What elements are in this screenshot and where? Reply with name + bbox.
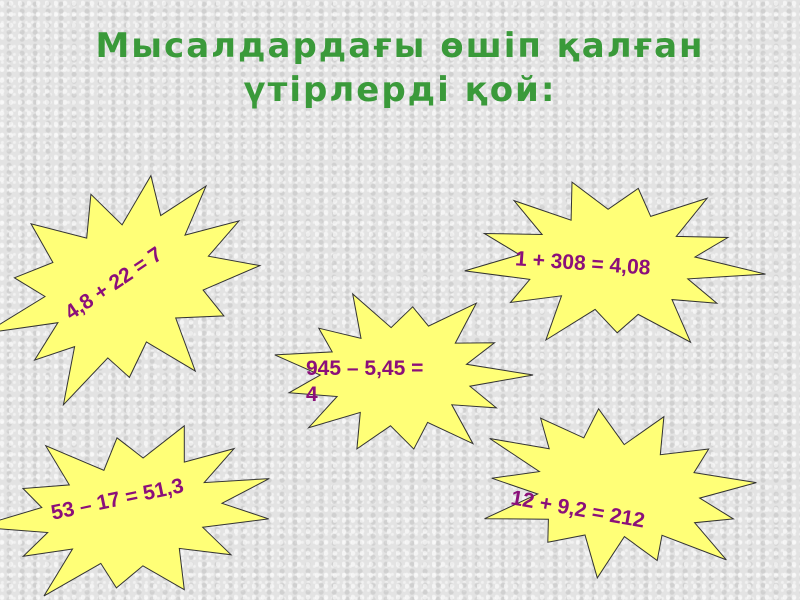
equation-3-line-2: 4: [306, 383, 318, 406]
starburst-shape: [274, 292, 534, 450]
starburst-shape: [0, 424, 270, 597]
equation-3: 945 – 5,45 = 4: [306, 356, 423, 408]
title-line-2: үтірлерді қой:: [243, 70, 557, 110]
starburst-shape: [484, 407, 757, 580]
equation-3-line-1: 945 – 5,45 =: [306, 357, 424, 380]
title-line-1: Мысалдардағы өшіп қалған: [95, 26, 705, 66]
starburst-shape: [0, 174, 262, 407]
slide-title: Мысалдардағы өшіп қалған үтірлерді қой:: [0, 24, 800, 112]
starburst-shape: [464, 181, 766, 344]
